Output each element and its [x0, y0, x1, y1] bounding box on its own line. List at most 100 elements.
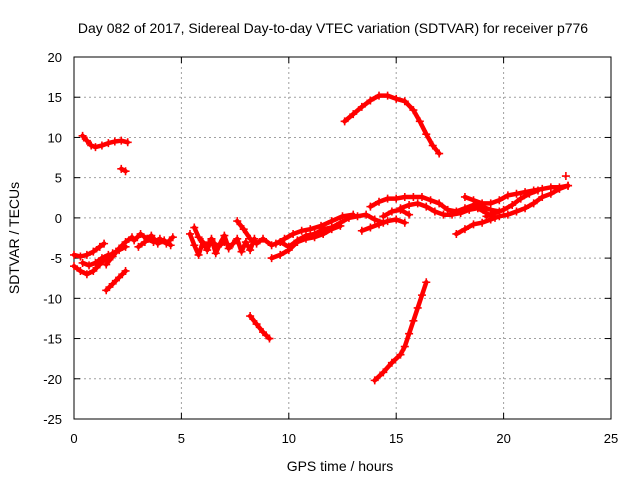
series-segment-7 — [102, 266, 130, 295]
data-point — [100, 239, 109, 248]
series-segment-17 — [246, 312, 274, 343]
series-trace — [381, 207, 412, 219]
data-point — [387, 358, 396, 367]
data-point — [82, 250, 91, 259]
data-point — [102, 286, 111, 295]
data-point — [469, 196, 478, 205]
data-point — [392, 194, 401, 203]
data-point — [387, 207, 396, 216]
data-point — [503, 210, 512, 219]
data-point — [123, 138, 132, 147]
data-point — [97, 254, 106, 263]
data-point — [491, 209, 500, 218]
data-point — [340, 117, 349, 126]
data-point — [153, 239, 162, 248]
data-point — [130, 236, 139, 245]
data-point — [375, 91, 384, 100]
series-segment-14 — [271, 210, 358, 248]
series-segment-23 — [460, 181, 573, 208]
series-segment-24 — [482, 186, 542, 221]
data-point — [271, 239, 280, 248]
data-point — [349, 110, 358, 119]
y-tick-label: -20 — [43, 372, 62, 387]
data-point — [140, 238, 149, 247]
series-segment-1 — [78, 131, 132, 152]
data-point — [396, 204, 405, 213]
x-axis-label: GPS time / hours — [287, 458, 394, 474]
data-point — [233, 217, 242, 226]
data-point — [439, 210, 448, 219]
data-point — [265, 334, 274, 343]
data-point — [413, 199, 422, 208]
data-point — [383, 194, 392, 203]
data-point — [400, 218, 409, 227]
data-point — [89, 247, 98, 256]
data-point — [228, 239, 237, 248]
data-point — [252, 239, 261, 248]
data-point — [400, 97, 409, 106]
series-trace — [247, 313, 272, 341]
data-point — [512, 189, 521, 198]
data-point — [117, 164, 126, 173]
data-point — [76, 252, 85, 261]
series-segment-21 — [396, 199, 500, 222]
data-point — [289, 229, 298, 238]
data-point — [319, 229, 328, 238]
data-point — [190, 223, 199, 232]
data-point — [392, 215, 401, 224]
data-point — [362, 210, 371, 219]
data-point — [70, 262, 78, 271]
data-point — [267, 254, 276, 263]
data-point — [486, 199, 495, 208]
data-point — [207, 236, 216, 245]
data-point — [417, 291, 426, 300]
y-tick-label: 0 — [55, 211, 62, 226]
data-point — [383, 217, 392, 226]
data-point — [521, 204, 530, 213]
data-point — [538, 192, 547, 201]
data-point — [224, 244, 233, 253]
x-tick-label: 0 — [70, 431, 77, 446]
data-point — [564, 181, 573, 190]
data-point — [396, 350, 405, 359]
data-point — [413, 303, 422, 312]
data-point — [379, 212, 388, 221]
data-point — [516, 194, 525, 203]
data-point — [85, 261, 94, 270]
data-point — [525, 189, 534, 198]
data-point — [220, 238, 229, 247]
data-point — [241, 238, 250, 247]
data-point — [366, 202, 375, 211]
data-point — [336, 221, 345, 230]
y-axis-label: SDTVAR / TECUs — [6, 182, 22, 294]
data-point — [499, 205, 508, 214]
data-point — [134, 242, 143, 251]
data-point — [555, 183, 564, 192]
grid — [74, 57, 611, 419]
data-point — [246, 246, 255, 255]
x-tick-label: 20 — [496, 431, 510, 446]
data-point — [115, 244, 124, 253]
data-point — [246, 312, 255, 321]
data-point — [405, 201, 414, 210]
data-point — [121, 266, 130, 275]
y-tick-label: -5 — [50, 251, 62, 266]
data-point — [91, 258, 100, 267]
data-point — [473, 204, 482, 213]
data-point — [115, 273, 124, 282]
data-point — [108, 279, 117, 288]
data-point — [409, 192, 418, 201]
data-point — [70, 250, 78, 259]
y-tick-label: -10 — [43, 291, 62, 306]
data-point — [82, 136, 91, 145]
data-point — [82, 270, 91, 279]
data-point — [561, 172, 570, 181]
series-trace — [103, 268, 128, 293]
y-tick-label: 20 — [48, 50, 62, 65]
data-point — [246, 234, 255, 243]
series-segment-2 — [117, 164, 130, 176]
data-point — [405, 329, 414, 338]
data-point — [121, 238, 130, 247]
chart-title: Day 082 of 2017, Sidereal Day-to-day VTE… — [78, 20, 588, 36]
